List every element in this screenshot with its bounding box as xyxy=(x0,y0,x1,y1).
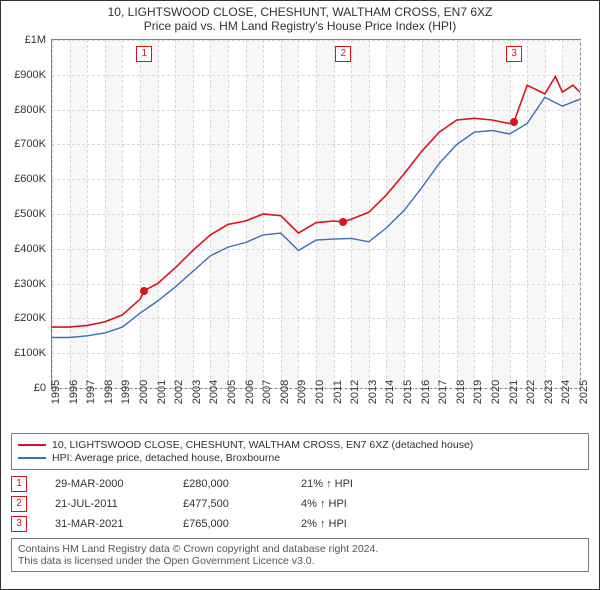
legend-swatch xyxy=(18,457,46,459)
event-price: £280,000 xyxy=(183,478,273,490)
y-tick-label: £300K xyxy=(0,278,46,290)
chart-lines xyxy=(52,40,580,388)
y-tick-label: £900K xyxy=(0,69,46,81)
events-list: 1 29-MAR-2000 £280,000 21% ↑ HPI 2 21-JUL-201… xyxy=(11,476,589,532)
event-row: 2 21-JUL-2011 £477,500 4% ↑ HPI xyxy=(11,496,589,512)
event-pct: 21% ↑ HPI xyxy=(301,478,381,490)
event-index-box: 1 xyxy=(11,476,27,492)
event-index-box: 2 xyxy=(11,496,27,512)
y-tick-label: £0 xyxy=(0,382,46,394)
title-subtitle: Price paid vs. HM Land Registry's House … xyxy=(1,19,599,33)
event-price: £765,000 xyxy=(183,518,273,530)
legend-label: 10, LIGHTSWOOD CLOSE, CHESHUNT, WALTHAM … xyxy=(52,439,473,451)
price-chart: £0£100K£200K£300K£400K£500K£600K£700K£80… xyxy=(51,39,581,389)
legend-label: HPI: Average price, detached house, Brox… xyxy=(52,452,280,464)
legend-item: 10, LIGHTSWOOD CLOSE, CHESHUNT, WALTHAM … xyxy=(18,439,582,451)
event-marker-box: 2 xyxy=(335,46,351,62)
event-pct: 4% ↑ HPI xyxy=(301,498,381,510)
event-date: 21-JUL-2011 xyxy=(55,498,155,510)
y-tick-label: £800K xyxy=(0,104,46,116)
footer-line-1: Contains HM Land Registry data © Crown c… xyxy=(18,543,582,555)
legend-item: HPI: Average price, detached house, Brox… xyxy=(18,452,582,464)
event-marker-box: 1 xyxy=(136,46,152,62)
legend-swatch xyxy=(18,444,46,446)
y-tick-label: £500K xyxy=(0,208,46,220)
event-date: 29-MAR-2000 xyxy=(55,478,155,490)
event-marker-box: 3 xyxy=(506,46,522,62)
series-property xyxy=(52,77,580,328)
title-address: 10, LIGHTSWOOD CLOSE, CHESHUNT, WALTHAM … xyxy=(1,5,599,19)
event-marker-dot xyxy=(510,118,518,126)
attribution-footer: Contains HM Land Registry data © Crown c… xyxy=(11,538,589,572)
y-tick-label: £700K xyxy=(0,138,46,150)
y-tick-label: £600K xyxy=(0,173,46,185)
grid-v xyxy=(580,40,581,388)
legend-panel: 10, LIGHTSWOOD CLOSE, CHESHUNT, WALTHAM … xyxy=(11,433,589,470)
event-marker-dot xyxy=(140,287,148,295)
series-hpi xyxy=(52,97,580,337)
y-tick-label: £400K xyxy=(0,243,46,255)
y-tick-label: £200K xyxy=(0,312,46,324)
event-index-box: 3 xyxy=(11,516,27,532)
y-tick-label: £100K xyxy=(0,347,46,359)
event-row: 3 31-MAR-2021 £765,000 2% ↑ HPI xyxy=(11,516,589,532)
event-row: 1 29-MAR-2000 £280,000 21% ↑ HPI xyxy=(11,476,589,492)
event-pct: 2% ↑ HPI xyxy=(301,518,381,530)
event-marker-dot xyxy=(339,218,347,226)
y-tick-label: £1M xyxy=(0,34,46,46)
event-date: 31-MAR-2021 xyxy=(55,518,155,530)
event-price: £477,500 xyxy=(183,498,273,510)
footer-line-2: This data is licensed under the Open Gov… xyxy=(18,555,582,567)
